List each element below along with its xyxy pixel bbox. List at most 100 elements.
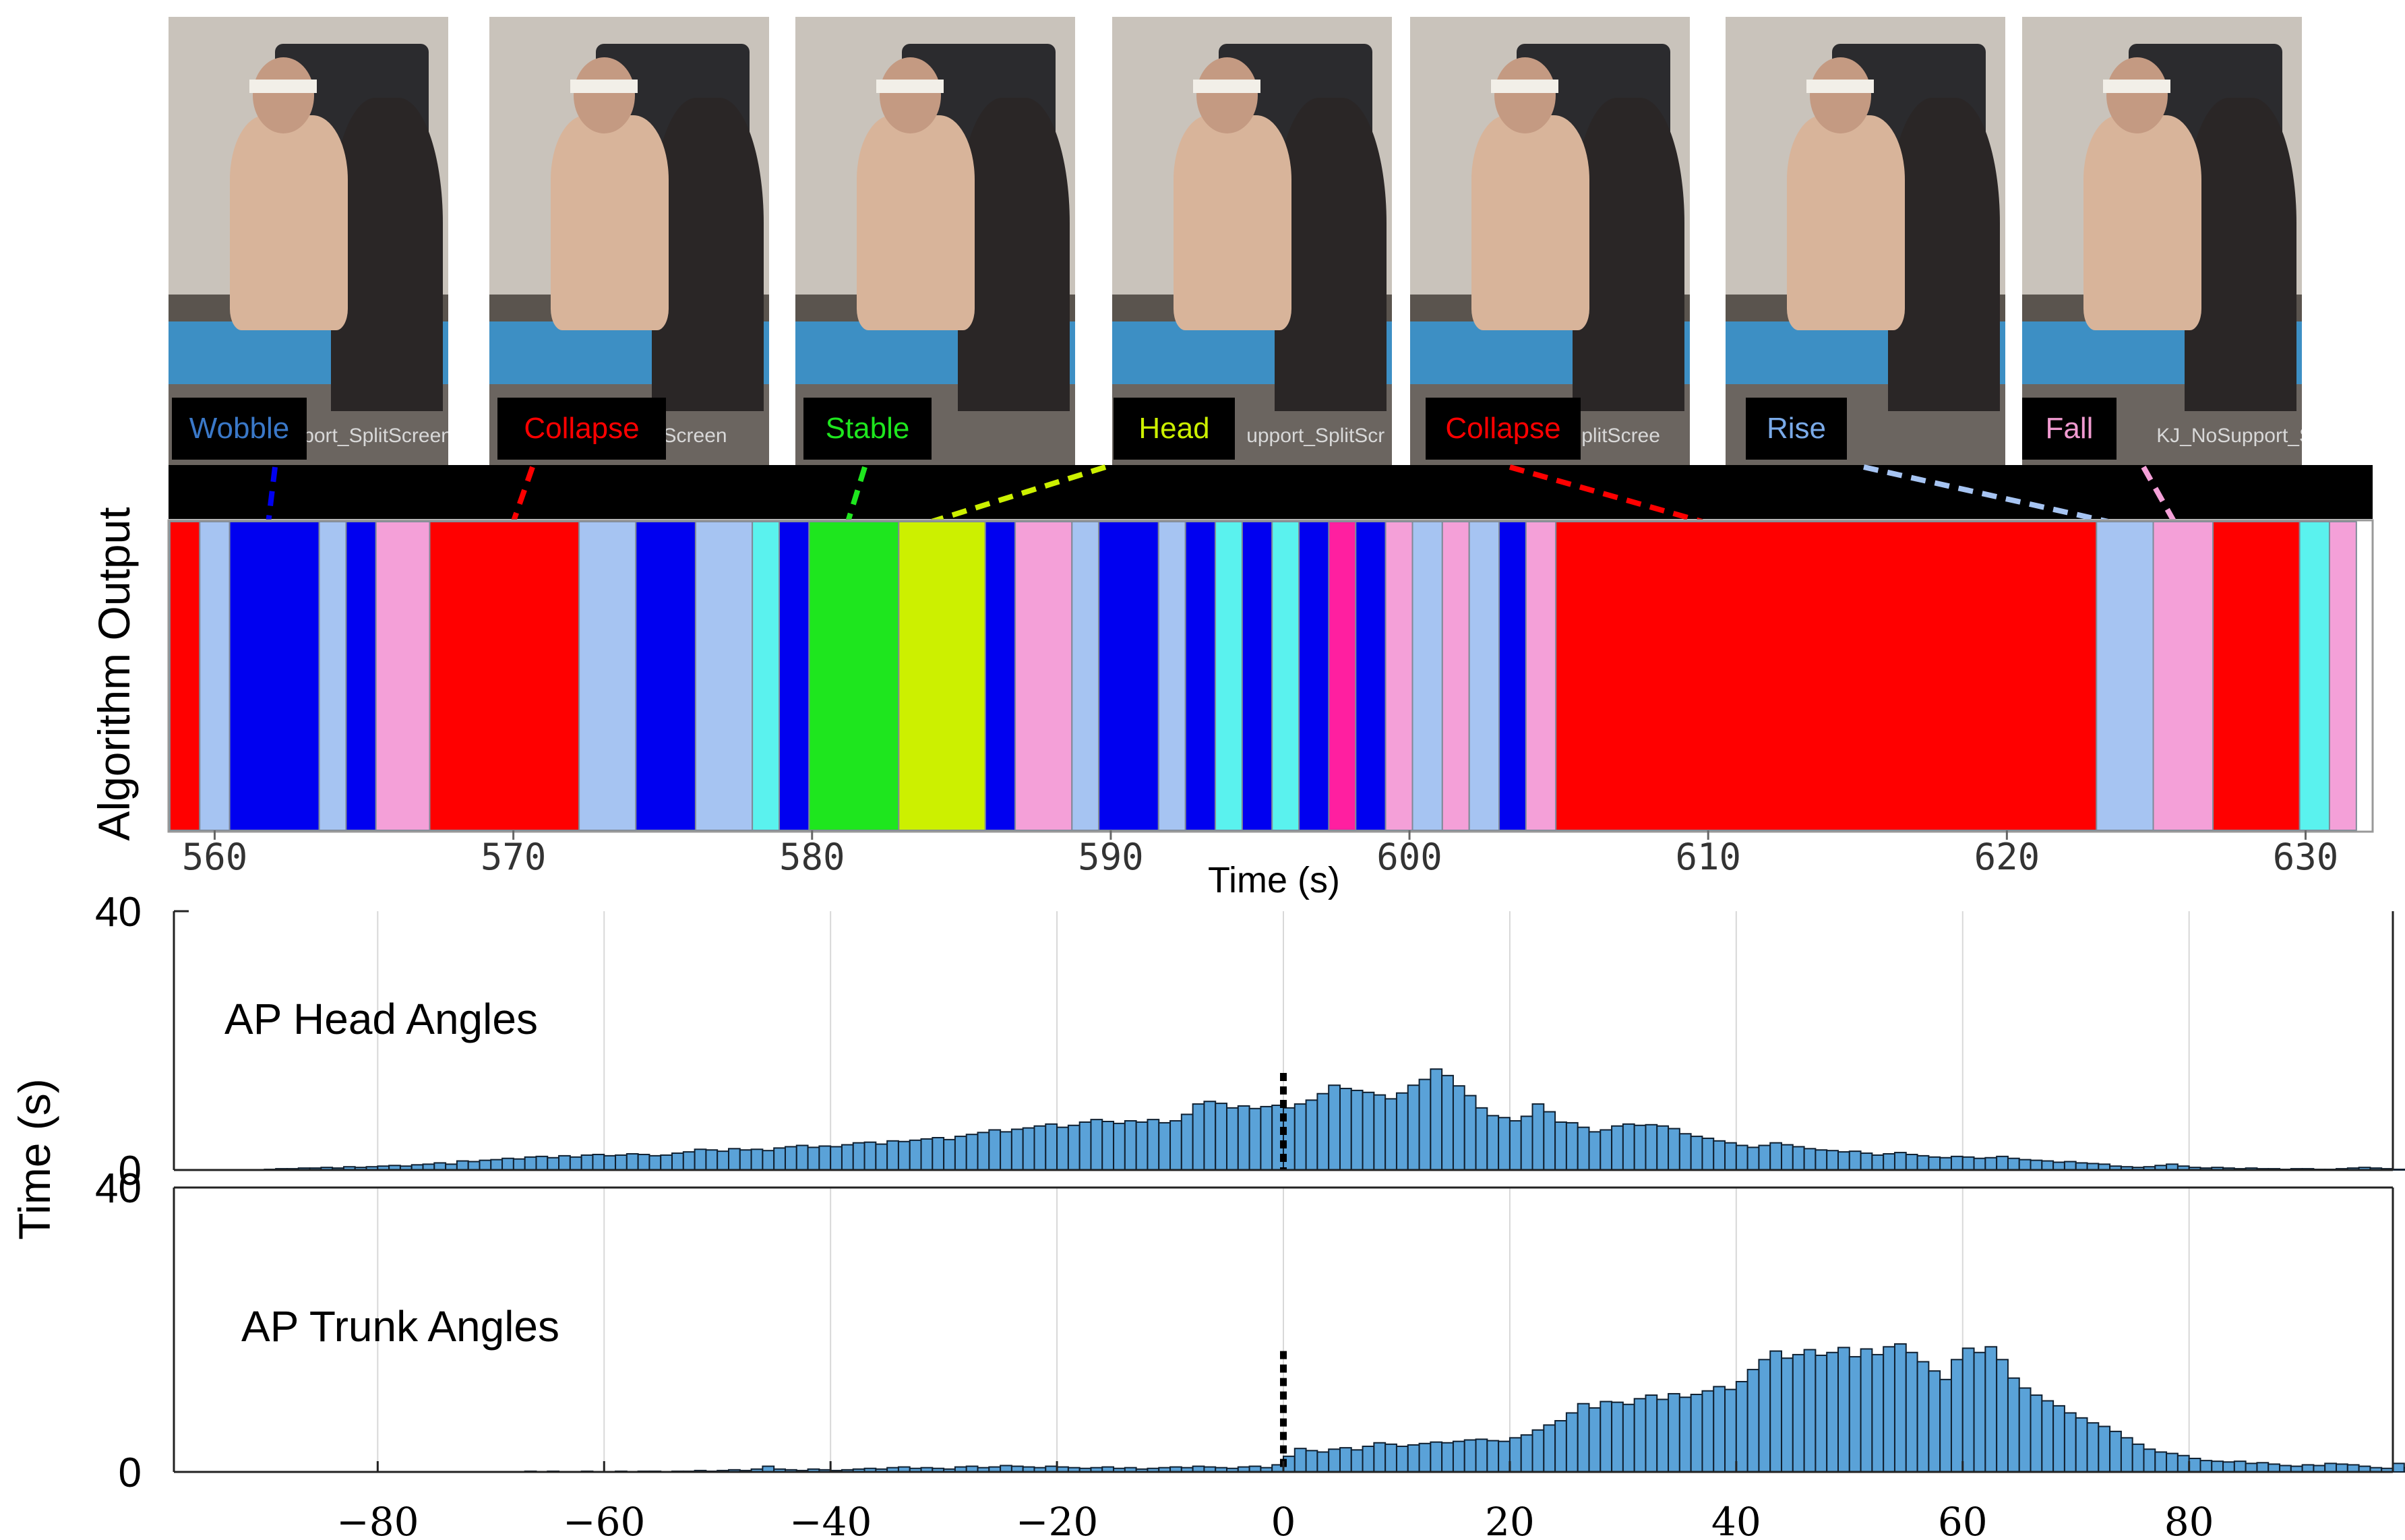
histogram-bar [717,1150,730,1171]
histogram-bar [2324,1462,2338,1473]
histogram-bar [1531,1429,1545,1473]
histogram-bar [2403,1467,2405,1473]
histogram-bar [1418,1078,1432,1171]
histogram-bar [1668,1128,1680,1171]
histogram-bar [750,1148,764,1171]
histogram-bar [1996,1359,2009,1473]
timeline-border [167,519,2374,833]
histogram-bar [1860,1152,1873,1171]
histogram-bar [2199,1460,2213,1473]
head-angles-histogram: 0 40 AP Head Angles [95,889,2405,1194]
histogram-bar [626,1153,639,1171]
timeline-tick-label: 580 [779,836,845,878]
histogram-bar [841,1144,854,1171]
histogram-bar [1883,1153,1895,1171]
histogram-bar [1010,1128,1024,1171]
histogram-bar [1848,1356,1862,1473]
histogram-bar [1893,1343,1907,1473]
timeline-segment-cyan [1271,521,1300,831]
histogram-bar [1792,1353,1805,1473]
y-tick-label: 40 [95,889,142,935]
timeline-segment-wobble [1098,521,1159,831]
histogram-bar [580,1154,594,1171]
x-tick-label: 20 [1485,1499,1535,1540]
x-tick-label: 60 [1938,1499,1988,1540]
histogram-bar [2098,1425,2111,1473]
histogram-bar [1701,1390,1715,1473]
histogram-bar [1463,1439,1477,1473]
timeline-segment-rise [1071,521,1100,831]
histogram-bar [875,1143,888,1171]
histogram-bar [954,1136,967,1171]
timeline-segment-cyan [1215,521,1243,831]
state-label-fall: Fall [2022,398,2117,460]
histogram-bar [2052,1405,2065,1473]
state-label-rise: Rise [1746,398,1847,460]
timeline-tick-label: 590 [1078,836,1144,878]
frame-caption: upport_SplitScr [1246,425,1385,448]
histogram-bar [1815,1149,1828,1171]
histogram-bar [2007,1377,2020,1473]
histogram-bar [479,1159,492,1171]
histogram-bar [1373,1094,1387,1171]
histogram-bar [1430,1441,1443,1473]
histogram-bar [2007,1157,2020,1171]
frame-connector-head [930,464,1107,524]
histogram-bar [1452,1440,1465,1473]
histogram-bar [1611,1125,1624,1171]
timeline-segment-fall [1014,521,1073,831]
y-tick-label: 0 [119,1148,142,1194]
histogram-bar [1215,1103,1228,1171]
histogram-bar [909,1139,922,1171]
histogram-bar [490,1159,504,1171]
histogram-bar [863,1141,877,1171]
histogram-bar [1565,1121,1579,1171]
timeline-segment-cyan [752,521,781,831]
histogram-bar [1678,1133,1692,1171]
histogram-bar [1316,1451,1330,1473]
histogram-bar [1577,1403,1590,1473]
histogram-bar [1950,1359,1963,1473]
histogram-bar [1633,1398,1647,1473]
timeline-segment-head [898,521,986,831]
histogram-bar [1509,1437,1522,1473]
timeline-segment-wobble [1355,521,1387,831]
histogram-bar [1226,1107,1239,1171]
histogram-bar [1577,1126,1590,1171]
timeline-segment-fall [1441,521,1470,831]
histogram-bar [603,1154,617,1171]
histogram-bar [1463,1095,1477,1171]
histogram-bar [2233,1460,2247,1473]
histogram-bar [1815,1354,1828,1473]
histogram-bar [2063,1161,2077,1171]
histogram-bar [2346,1464,2360,1473]
histogram-bar [728,1148,741,1171]
histogram-bar [1690,1394,1703,1473]
state-label-stable: Stable [803,398,932,460]
frame-connector-collapse [510,466,535,523]
histogram-bar [2222,1461,2235,1473]
timeline-xlabel: Time (s) [1208,860,1340,900]
x-tick-label: 80 [2164,1499,2214,1540]
histogram-bar [1826,1351,1839,1473]
histogram-bar [2041,1160,2054,1171]
histogram-bar [1520,1434,1533,1473]
histogram-bar [1996,1155,2009,1171]
histogram-bar [592,1153,605,1171]
histogram-bar [1384,1443,1397,1473]
histogram-bar [2392,1462,2405,1473]
histogram-bar [1837,1151,1850,1171]
histogram-bar [1441,1442,1454,1473]
histogram-bar [501,1157,514,1171]
histogram-bar [830,1146,843,1171]
histogram-bar [739,1149,752,1171]
histogram-bar [1678,1396,1692,1473]
histogram-bar [1668,1392,1680,1473]
histogram-bar [2301,1464,2315,1473]
histogram-bar [1192,1103,1205,1171]
histogram-bar [1781,1144,1794,1171]
histogram-bar [1950,1155,1963,1171]
histogram-bar [467,1161,481,1171]
histogram-bar [1543,1111,1556,1171]
